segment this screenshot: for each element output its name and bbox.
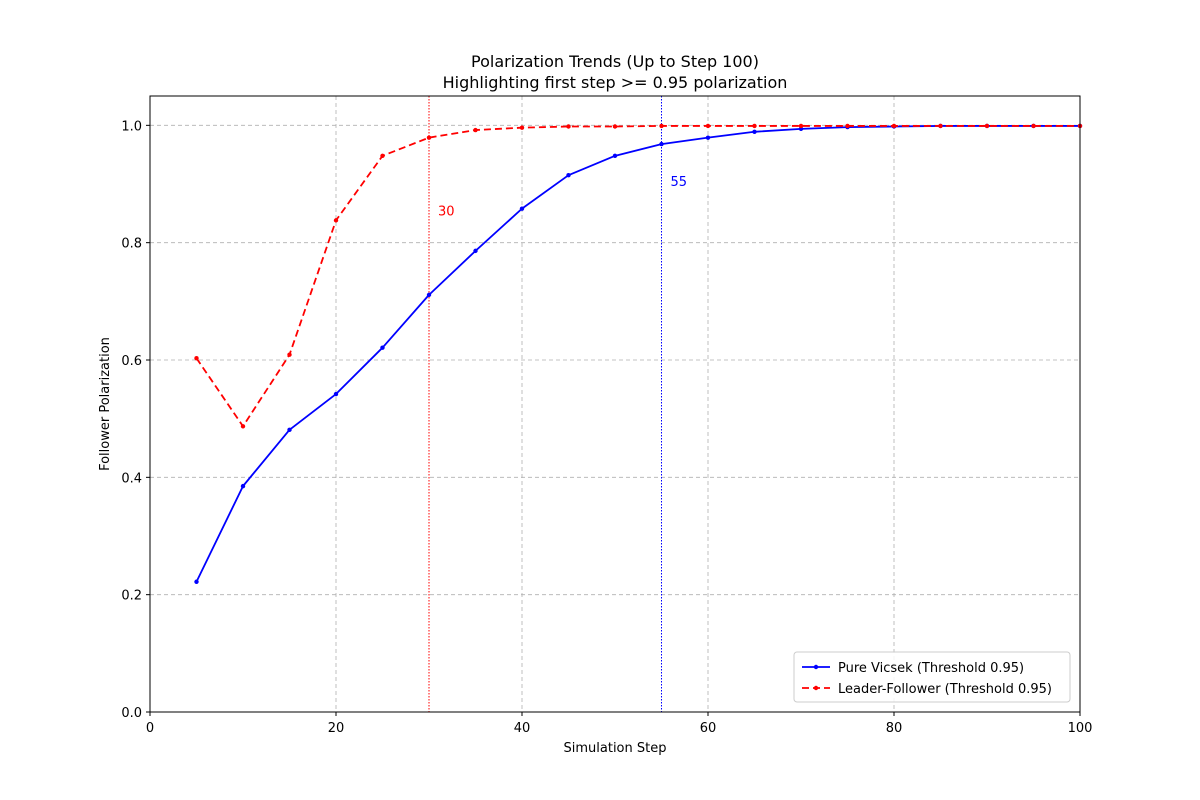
- data-point: [333, 218, 339, 223]
- data-point: [240, 483, 246, 489]
- data-point: [426, 135, 432, 140]
- legend-marker: [813, 664, 819, 670]
- data-point: [1031, 123, 1036, 129]
- data-point: [752, 123, 757, 129]
- data-point: [287, 352, 292, 357]
- data-point: [566, 124, 571, 129]
- legend: Pure Vicsek (Threshold 0.95) Leader-Follo…: [793, 651, 1071, 703]
- data-point: [240, 424, 246, 429]
- data-point: [380, 345, 385, 350]
- data-point: [984, 123, 990, 129]
- data-point: [798, 123, 804, 129]
- data-point: [426, 292, 432, 298]
- x-tick-label: 0: [146, 721, 154, 736]
- threshold-markers: 55 30: [428, 96, 688, 712]
- series-line: [195, 125, 1080, 428]
- data-point: [891, 123, 897, 129]
- data-point: [659, 141, 664, 147]
- data-point: [938, 123, 943, 129]
- data-point: [473, 127, 478, 133]
- y-tick-label: 0.6: [121, 354, 142, 369]
- data-point: [845, 123, 850, 129]
- data-point: [566, 173, 571, 178]
- y-tick-label: 0.8: [121, 237, 142, 252]
- plot-frame: [149, 95, 1081, 713]
- chart-subtitle: Highlighting first step >= 0.95 polariza…: [443, 73, 788, 92]
- legend-label: Pure Vicsek (Threshold 0.95): [838, 661, 1024, 676]
- data-point: [612, 124, 618, 129]
- legend-label: Leader-Follower (Threshold 0.95): [838, 682, 1052, 697]
- data-point: [380, 153, 385, 159]
- data-point: [705, 135, 711, 140]
- data-point: [473, 248, 478, 254]
- data-point: [194, 579, 199, 584]
- x-tick-label: 60: [700, 721, 717, 736]
- series-line: [195, 125, 1080, 583]
- y-tick-label: 0.0: [121, 706, 142, 721]
- x-tick-label: 80: [886, 721, 903, 736]
- data-point: [612, 153, 618, 159]
- x-axis-label: Simulation Step: [564, 741, 667, 756]
- data-point: [333, 391, 339, 397]
- legend-marker: [813, 685, 819, 691]
- y-tick-label: 1.0: [121, 119, 142, 134]
- data-point: [194, 356, 199, 361]
- chart-title: Polarization Trends (Up to Step 100): [471, 52, 759, 71]
- series-lines: [194, 123, 1083, 584]
- legend-box: [793, 651, 1071, 703]
- data-point: [705, 123, 711, 129]
- threshold-label: 55: [671, 175, 688, 190]
- threshold-label: 30: [438, 204, 455, 219]
- y-tick-label: 0.4: [121, 471, 142, 486]
- x-tick-label: 100: [1068, 721, 1093, 736]
- y-axis-label: Follower Polarization: [98, 337, 113, 471]
- x-tick-label: 40: [514, 721, 531, 736]
- y-tick-label: 0.2: [121, 589, 142, 604]
- data-point: [659, 123, 664, 129]
- x-tick-label: 20: [328, 721, 345, 736]
- axis-ticks: 0 20 40 60 80 100 0.0 0.2 0.4 0.6 0.8 1.0: [121, 119, 1092, 736]
- data-point: [752, 129, 757, 134]
- data-point: [287, 427, 292, 433]
- data-point: [519, 125, 525, 130]
- data-point: [519, 206, 525, 211]
